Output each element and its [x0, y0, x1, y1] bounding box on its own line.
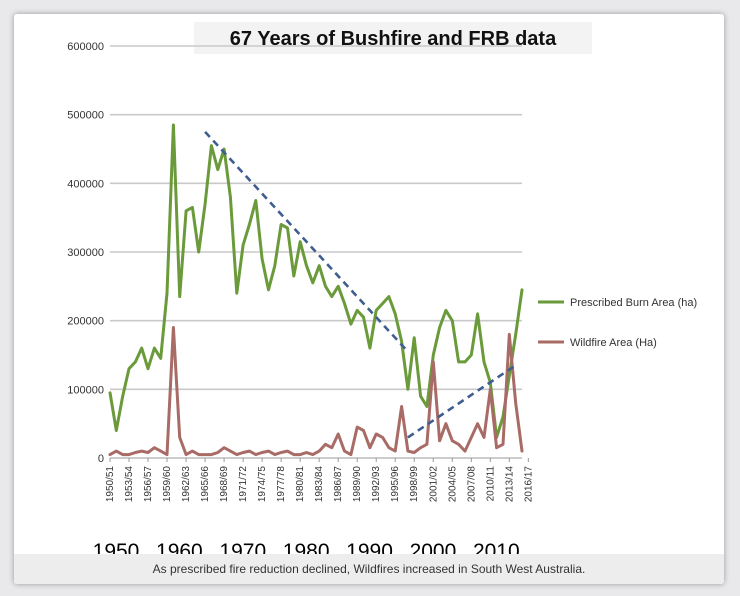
- x-tick-label: 1971/72: [238, 466, 249, 503]
- x-tick-label: 2004/05: [447, 466, 458, 503]
- y-tick-label: 400000: [67, 178, 104, 190]
- x-tick-label: 1983/84: [314, 466, 325, 503]
- chart-title: 67 Years of Bushfire and FRB data: [230, 28, 557, 50]
- x-tick-label: 1998/99: [409, 466, 420, 503]
- y-tick-label: 600000: [67, 41, 104, 53]
- caption-text: As prescribed fire reduction declined, W…: [152, 562, 586, 576]
- x-tick-label: 1977/78: [276, 466, 287, 503]
- x-tick-label: 1953/54: [124, 466, 135, 503]
- y-tick-label: 100000: [67, 384, 104, 396]
- legend-label: Prescribed Burn Area (ha): [570, 297, 697, 309]
- x-tick-label: 1995/96: [390, 466, 401, 503]
- x-tick-label: 1965/66: [200, 466, 211, 503]
- title-background: [194, 22, 592, 54]
- y-tick-label: 300000: [67, 247, 104, 259]
- x-tick-label: 1989/90: [352, 466, 363, 503]
- series-line-wildfire: [108, 326, 524, 457]
- x-tick-label: 1992/93: [371, 466, 382, 503]
- x-tick-label: 1956/57: [143, 466, 154, 503]
- x-tick-label: 1974/75: [257, 466, 268, 503]
- y-tick-label: 500000: [67, 110, 104, 122]
- legend-label: Wildfire Area (Ha): [570, 337, 657, 349]
- trend-line-2: [407, 364, 517, 439]
- x-tick-label: 1950/51: [105, 466, 116, 503]
- chart-card: 67 Years of Bushfire and FRB data 0 10000…: [14, 14, 724, 584]
- x-tick-label: 2013/14: [504, 466, 515, 503]
- x-tick-label: 1959/60: [162, 466, 173, 503]
- x-tick-label: 1968/69: [219, 466, 230, 503]
- x-tick-label: 2010/11: [485, 466, 496, 502]
- caption-bar: As prescribed fire reduction declined, W…: [14, 554, 724, 584]
- axes: [109, 457, 529, 462]
- legend: Prescribed Burn Area (ha) Wildfire Area (…: [538, 297, 697, 349]
- x-tick-label: 1962/63: [181, 466, 192, 503]
- y-axis-tick-labels: 0 100000 200000 300000 400000 500000 600000: [67, 41, 104, 465]
- x-tick-label: 1986/87: [333, 466, 344, 503]
- x-tick-label: 2016/17: [523, 466, 534, 503]
- x-axis-tick-labels: 1950/51 1953/54 1956/57 1959/60 1962/63 1965/…: [105, 466, 534, 503]
- trend-line-1: [204, 130, 409, 353]
- x-tick-label: 1980/81: [295, 466, 306, 503]
- series-line-prescribed-burn: [108, 123, 524, 439]
- trend-lines: [204, 130, 517, 439]
- x-tick-label: 2001/02: [428, 466, 439, 503]
- data-series: [108, 123, 524, 457]
- y-tick-label: 0: [98, 453, 104, 465]
- chart-canvas: 67 Years of Bushfire and FRB data 0 10000…: [67, 22, 697, 563]
- y-tick-label: 200000: [67, 316, 104, 328]
- x-tick-label: 2007/08: [466, 466, 477, 503]
